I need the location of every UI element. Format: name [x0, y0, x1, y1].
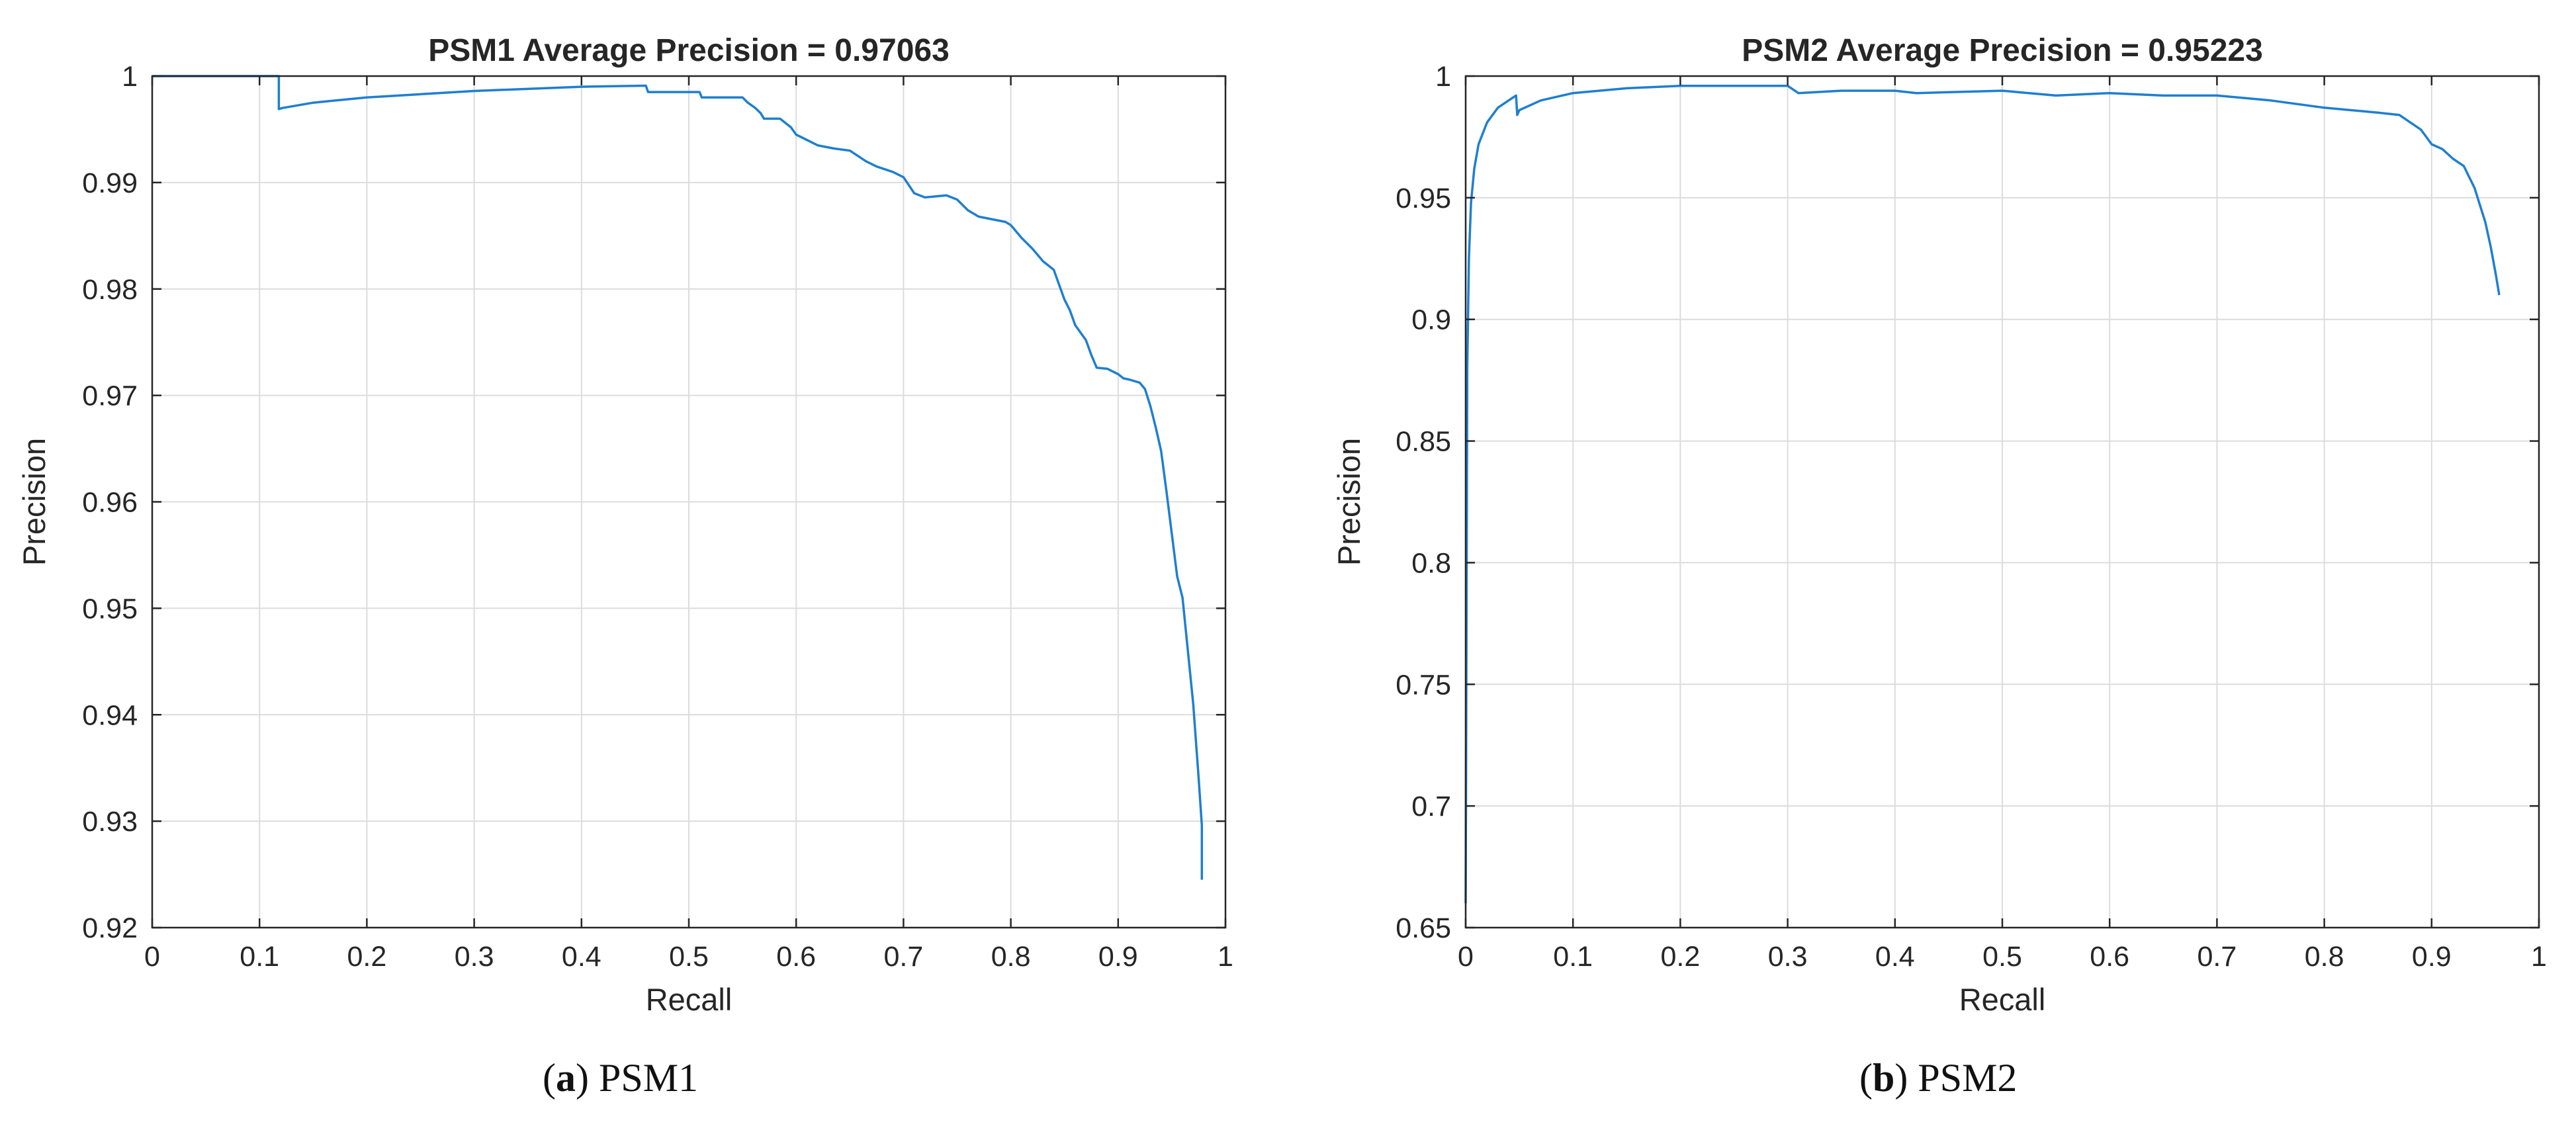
y-tick-label: 0.8 [1411, 547, 1451, 579]
x-tick-label: 0.8 [2305, 941, 2344, 973]
x-tick-label: 0.5 [1982, 941, 2022, 973]
caption-text: PSM1 [588, 1056, 699, 1100]
y-tick-label: 0.94 [82, 699, 138, 731]
caption-letter: a [555, 1056, 576, 1100]
y-tick-label: 0.9 [1411, 304, 1451, 336]
y-tick-label: 0.99 [82, 167, 138, 199]
chart-title: PSM2 Average Precision = 0.95223 [1742, 33, 2263, 68]
y-tick-label: 0.93 [82, 806, 138, 838]
caption-psm1: (a) PSM1 [543, 1056, 699, 1100]
x-tick-label: 0.2 [1661, 941, 1701, 973]
series-line-psm2 [1464, 84, 2501, 904]
caption-text: PSM2 [1908, 1056, 2018, 1100]
y-tick-label: 0.95 [82, 593, 138, 625]
y-tick-label: 0.85 [1396, 426, 1451, 458]
y-tick-label: 0.97 [82, 380, 138, 412]
x-tick-label: 0.5 [669, 941, 709, 973]
x-tick-label: 0.3 [1768, 941, 1808, 973]
y-tick-label: 0.95 [1396, 183, 1451, 214]
x-tick-label: 0.1 [1553, 941, 1593, 973]
x-tick-label: 0 [144, 941, 160, 973]
x-tick-label: 0.9 [2412, 941, 2452, 973]
x-tick-label: 0.1 [240, 941, 279, 973]
x-tick-label: 0.6 [2090, 941, 2129, 973]
x-tick-label: 1 [2531, 941, 2547, 973]
x-axis-label: Recall [1959, 982, 2046, 1017]
y-tick-label: 1 [1435, 61, 1451, 93]
y-tick-label: 0.7 [1411, 791, 1451, 822]
series-line-psm1 [152, 75, 1204, 880]
x-tick-label: 0.3 [455, 941, 494, 973]
chart-panel-psm1: 0 0.1 0.2 0.3 0.4 0.5 0.6 0.7 0.8 0.9 1 0.92 0.93 0.9… [17, 33, 1233, 1017]
y-axis-label: Precision [17, 438, 52, 566]
chart-title: PSM1 Average Precision = 0.97063 [428, 33, 950, 68]
x-axis-label: Recall [646, 982, 733, 1017]
chart-panel-psm2: 0 0.1 0.2 0.3 0.4 0.5 0.6 0.7 0.8 0.9 1 0.65 0.7 0.75… [1331, 33, 2547, 1017]
y-tick-label: 0.92 [82, 912, 138, 944]
y-tick-label: 1 [122, 61, 138, 93]
x-tick-label: 0 [1458, 941, 1474, 973]
x-tick-label: 0.4 [562, 941, 601, 973]
x-tick-label: 0.6 [776, 941, 816, 973]
y-tick-label: 0.96 [82, 487, 138, 519]
x-tick-label: 0.2 [347, 941, 387, 973]
y-axis-label: Precision [1331, 438, 1366, 566]
y-tick-label: 0.75 [1396, 669, 1451, 701]
caption-letter: b [1872, 1056, 1895, 1100]
x-tick-label: 0.9 [1098, 941, 1138, 973]
y-tick-label: 0.98 [82, 274, 138, 306]
x-tick-label: 0.7 [2198, 941, 2237, 973]
x-tick-label: 0.8 [991, 941, 1031, 973]
x-tick-label: 1 [1218, 941, 1233, 973]
x-tick-label: 0.4 [1875, 941, 1915, 973]
y-tick-label: 0.65 [1396, 912, 1451, 944]
x-tick-label: 0.7 [884, 941, 924, 973]
caption-psm2: (b) PSM2 [1859, 1056, 2018, 1100]
